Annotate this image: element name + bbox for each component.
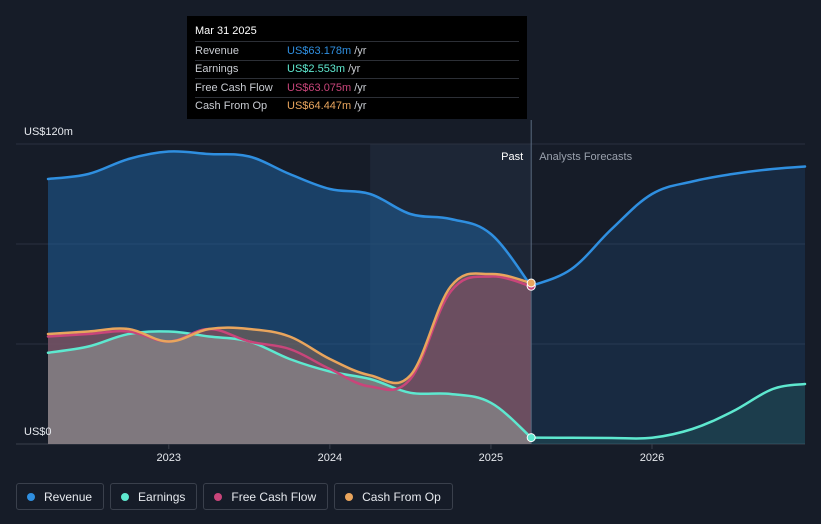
- cash-from-op-marker: [526, 278, 536, 288]
- revenue-line: [46, 150, 533, 288]
- revenue-forecast-area: [531, 166, 805, 444]
- legend-dot-earnings: [121, 492, 130, 501]
- x-tick-label-2023: 2023: [157, 452, 181, 464]
- cash-from-op-line: [46, 272, 533, 385]
- earnings-line: [46, 330, 533, 439]
- tooltip-row-earnings: Earnings US$2.553m /yr: [195, 59, 519, 79]
- tooltip-value-cash-from-op: US$64.447m: [287, 100, 352, 113]
- tooltip-unit-cash-from-op: /yr: [354, 100, 367, 113]
- tooltip-value-free-cash-flow: US$63.075m: [287, 81, 352, 94]
- tooltip-label-cash-from-op: Cash From Op: [195, 100, 268, 113]
- tooltip-value-revenue: US$63.178m: [287, 44, 352, 57]
- tooltip: Mar 31 2025 Revenue US$63.178m /yr Earni…: [187, 16, 527, 119]
- legend-item-cash-from-op[interactable]: Cash From Op: [334, 483, 453, 510]
- tooltip-unit-revenue: /yr: [354, 44, 367, 57]
- tooltip-label-revenue: Revenue: [195, 44, 240, 57]
- tooltip-date: Mar 31 2025: [195, 25, 257, 37]
- revenue-forecast-line: [529, 165, 807, 288]
- legend-label-earnings: Earnings: [138, 489, 186, 504]
- tooltip-label-free-cash-flow: Free Cash Flow: [195, 81, 273, 94]
- legend-item-free-cash-flow[interactable]: Free Cash Flow: [203, 483, 329, 510]
- y-axis-top-label: US$120m: [24, 126, 73, 138]
- earnings-marker: [526, 433, 536, 443]
- past-label: Past: [501, 151, 523, 163]
- tooltip-unit-free-cash-flow: /yr: [354, 81, 367, 94]
- legend-item-revenue[interactable]: Revenue: [16, 483, 105, 510]
- legend-dot-cash-from-op: [345, 492, 354, 501]
- legend-item-earnings[interactable]: Earnings: [110, 483, 198, 510]
- x-tick-label-2024: 2024: [318, 452, 342, 464]
- x-tick-label-2025: 2025: [479, 452, 503, 464]
- tooltip-row-cash-from-op: Cash From Op US$64.447m /yr: [195, 96, 519, 116]
- earnings-forecast-line: [529, 382, 807, 440]
- tooltip-value-earnings: US$2.553m: [287, 63, 346, 76]
- x-tick-label-2026: 2026: [640, 452, 664, 464]
- analysts-forecasts-label: Analysts Forecasts: [539, 151, 632, 163]
- y-axis-bottom-label: US$0: [24, 426, 52, 438]
- earnings-forecast-area: [531, 384, 805, 444]
- tooltip-row-revenue: Revenue US$63.178m /yr: [195, 41, 519, 60]
- legend-dot-free-cash-flow: [214, 492, 223, 501]
- free-cash-flow-line: [46, 275, 533, 392]
- tooltip-row-free-cash-flow: Free Cash Flow US$63.075m /yr: [195, 78, 519, 97]
- legend-dot-revenue: [27, 492, 35, 501]
- legend-label-cash-from-op: Cash From Op: [362, 489, 441, 504]
- legend-label-revenue: Revenue: [44, 489, 93, 504]
- earnings-area: [48, 331, 532, 444]
- tooltip-label-earnings: Earnings: [195, 63, 239, 76]
- legend-label-free-cash-flow: Free Cash Flow: [231, 489, 317, 504]
- tooltip-unit-earnings: /yr: [348, 63, 361, 76]
- legend: Revenue Earnings Free Cash Flow Cash Fro…: [16, 483, 453, 510]
